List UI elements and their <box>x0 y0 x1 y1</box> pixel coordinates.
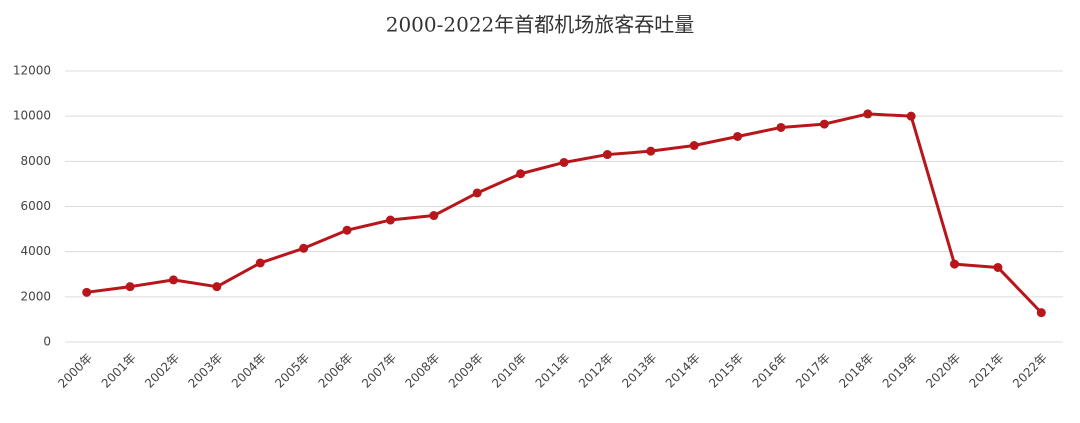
point <box>950 259 960 269</box>
point <box>255 258 265 268</box>
line <box>86 112 1043 314</box>
point <box>125 282 135 292</box>
x-tick-label: 2011年 <box>533 351 573 391</box>
x-tick-label: 2014年 <box>663 351 703 391</box>
x-tick-label: 2012年 <box>576 351 616 391</box>
x-tick-label: 2009年 <box>446 351 486 391</box>
point <box>646 146 656 156</box>
point <box>689 141 699 151</box>
point <box>602 150 612 160</box>
point <box>733 131 743 141</box>
y-tick-label: 4000 <box>20 244 51 258</box>
x-tick-label: 2013年 <box>619 351 659 391</box>
point <box>906 111 916 121</box>
y-tick-label: 12000 <box>13 64 51 78</box>
point <box>776 122 786 132</box>
x-tick-label: 2021年 <box>967 351 1007 391</box>
point <box>1036 308 1046 318</box>
x-tick-label: 2020年 <box>923 351 963 391</box>
x-tick-label: 2006年 <box>316 351 356 391</box>
point <box>385 215 395 225</box>
x-tick-label: 2001年 <box>99 351 139 391</box>
x-tick-label: 2004年 <box>229 351 269 391</box>
point <box>212 282 222 292</box>
y-tick-label: 8000 <box>20 154 51 168</box>
x-tick-label: 2015年 <box>706 351 746 391</box>
point <box>342 225 352 235</box>
point <box>472 188 482 198</box>
y-tick-label: 10000 <box>13 109 51 123</box>
x-tick-label: 2022年 <box>1010 351 1050 391</box>
point <box>863 109 873 119</box>
x-tick-label: 2007年 <box>359 351 399 391</box>
y-tick-label: 6000 <box>20 199 51 213</box>
point <box>819 119 829 129</box>
point <box>993 262 1003 272</box>
x-tick-label: 2005年 <box>272 351 312 391</box>
x-tick-label: 2008年 <box>402 351 442 391</box>
point <box>559 157 569 167</box>
x-tick-label: 2019年 <box>880 351 920 391</box>
point <box>299 243 309 253</box>
x-tick-label: 2003年 <box>185 351 225 391</box>
x-tick-label: 2018年 <box>836 351 876 391</box>
y-tick-label: 0 <box>43 335 51 349</box>
x-tick-label: 2010年 <box>489 351 529 391</box>
x-tick-label: 2002年 <box>142 351 182 391</box>
point <box>82 287 92 297</box>
x-tick-label: 2000年 <box>55 351 95 391</box>
x-tick-label: 2017年 <box>793 351 833 391</box>
chart-title: 2000-2022年首都机场旅客吞吐量 <box>386 13 695 37</box>
point <box>516 169 526 179</box>
point <box>429 211 439 221</box>
x-tick-label: 2016年 <box>750 351 790 391</box>
point <box>168 275 178 285</box>
y-tick-label: 2000 <box>20 289 51 303</box>
